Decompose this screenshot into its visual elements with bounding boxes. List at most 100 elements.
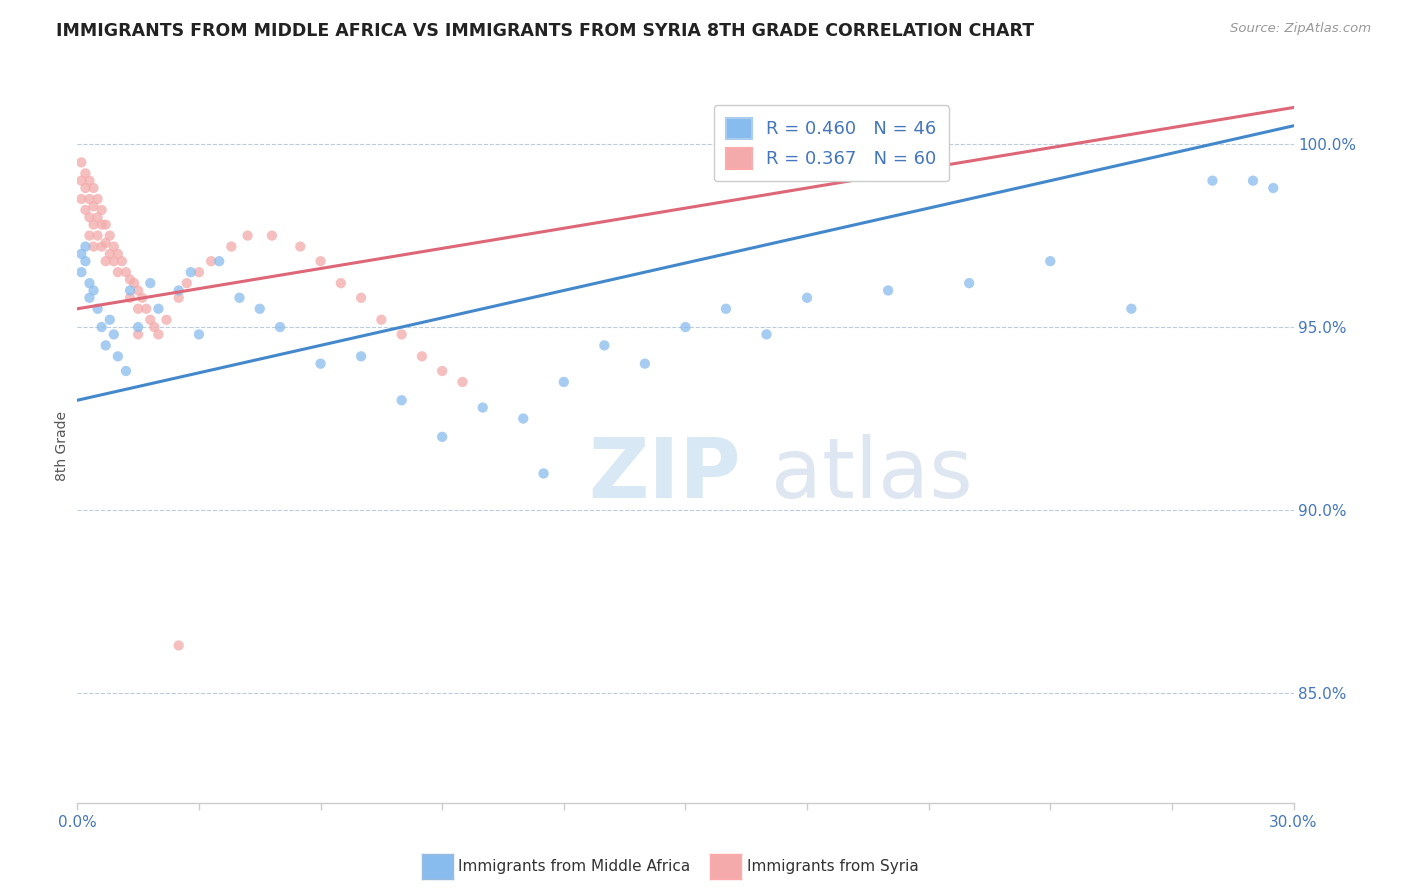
Text: Immigrants from Syria: Immigrants from Syria	[747, 859, 918, 873]
Point	[593, 338, 616, 352]
Point	[139, 276, 162, 290]
Point	[329, 276, 352, 290]
Point	[111, 254, 134, 268]
Text: atlas: atlas	[770, 434, 973, 515]
Point	[98, 247, 121, 261]
Point	[553, 375, 575, 389]
Point	[1241, 174, 1264, 188]
Point	[79, 228, 101, 243]
Point	[127, 284, 149, 298]
Point	[228, 291, 250, 305]
Point	[176, 276, 198, 290]
Point	[75, 254, 97, 268]
Point	[70, 174, 93, 188]
Point	[86, 211, 108, 225]
Point	[200, 254, 222, 268]
Point	[86, 301, 108, 316]
Point	[94, 218, 117, 232]
Point	[350, 349, 373, 363]
Point	[122, 276, 145, 290]
Point	[167, 291, 190, 305]
Point	[70, 155, 93, 169]
Point	[70, 247, 93, 261]
Point	[188, 327, 211, 342]
Point	[370, 312, 392, 326]
Point	[236, 228, 259, 243]
Point	[94, 338, 117, 352]
Point	[70, 265, 93, 279]
Point	[70, 192, 93, 206]
Point	[90, 320, 112, 334]
Point	[143, 320, 166, 334]
Point	[131, 291, 153, 305]
Point	[432, 430, 454, 444]
Point	[290, 239, 312, 253]
Point	[471, 401, 494, 415]
Point	[79, 291, 101, 305]
Point	[118, 284, 141, 298]
Point	[127, 320, 149, 334]
Y-axis label: 8th Grade: 8th Grade	[55, 411, 69, 481]
Point	[512, 411, 534, 425]
Point	[411, 349, 433, 363]
Point	[115, 364, 138, 378]
Point	[139, 312, 162, 326]
Point	[1263, 181, 1285, 195]
Point	[83, 218, 105, 232]
Point	[260, 228, 283, 243]
Point	[83, 284, 105, 298]
Point	[83, 199, 105, 213]
Point	[75, 202, 97, 217]
Point	[221, 239, 243, 253]
Point	[155, 312, 177, 326]
Point	[208, 254, 231, 268]
Point	[167, 639, 190, 653]
Point	[309, 357, 332, 371]
Point	[83, 239, 105, 253]
Point	[79, 276, 101, 290]
Point	[755, 327, 778, 342]
Point	[75, 166, 97, 180]
Point	[79, 174, 101, 188]
Point	[432, 364, 454, 378]
Point	[86, 192, 108, 206]
Point	[391, 327, 413, 342]
Legend: R = 0.460   N = 46, R = 0.367   N = 60: R = 0.460 N = 46, R = 0.367 N = 60	[714, 105, 949, 181]
Point	[94, 254, 117, 268]
Point	[877, 284, 900, 298]
Point	[127, 301, 149, 316]
Point	[75, 239, 97, 253]
Point	[249, 301, 271, 316]
Point	[1039, 254, 1062, 268]
Point	[83, 181, 105, 195]
Text: IMMIGRANTS FROM MIDDLE AFRICA VS IMMIGRANTS FROM SYRIA 8TH GRADE CORRELATION CHA: IMMIGRANTS FROM MIDDLE AFRICA VS IMMIGRA…	[56, 22, 1035, 40]
Point	[90, 239, 112, 253]
Point	[107, 247, 129, 261]
Point	[103, 254, 125, 268]
Point	[79, 192, 101, 206]
Point	[188, 265, 211, 279]
Point	[350, 291, 373, 305]
Point	[98, 312, 121, 326]
Point	[167, 284, 190, 298]
Point	[118, 272, 141, 286]
Text: Immigrants from Middle Africa: Immigrants from Middle Africa	[458, 859, 690, 873]
Point	[714, 301, 737, 316]
Point	[118, 291, 141, 305]
Point	[533, 467, 555, 481]
Point	[675, 320, 697, 334]
Point	[269, 320, 291, 334]
Point	[957, 276, 980, 290]
Point	[103, 327, 125, 342]
Point	[451, 375, 474, 389]
Point	[79, 211, 101, 225]
Point	[148, 301, 170, 316]
Point	[98, 228, 121, 243]
Point	[309, 254, 332, 268]
Point	[1201, 174, 1223, 188]
Text: Source: ZipAtlas.com: Source: ZipAtlas.com	[1230, 22, 1371, 36]
Point	[90, 218, 112, 232]
Point	[796, 291, 818, 305]
Point	[634, 357, 657, 371]
Text: ZIP: ZIP	[588, 434, 741, 515]
